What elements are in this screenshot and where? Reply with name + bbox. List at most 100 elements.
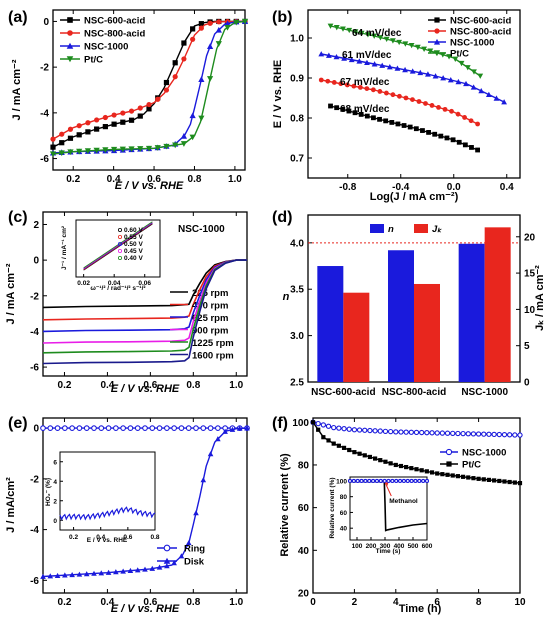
- a-series-marker: [67, 126, 74, 132]
- b-series-marker: [452, 56, 459, 62]
- f-x-tick-label: 6: [434, 597, 440, 608]
- a-series-marker: [146, 106, 152, 112]
- e-series-marker: [207, 451, 214, 457]
- b-series-marker: [414, 44, 421, 51]
- b-series-marker: [383, 118, 389, 124]
- e-legend-label: Ring: [184, 544, 205, 555]
- e-series-marker: [134, 567, 141, 573]
- b-series-marker: [416, 99, 422, 104]
- f-inset-marker: [371, 478, 376, 483]
- e-series-marker: [215, 425, 221, 431]
- b-x-tick-label: -0.8: [339, 182, 357, 193]
- f-series-marker: [351, 427, 358, 433]
- f-inset-marker: [390, 478, 395, 483]
- b-slope-annotation: 61 mV/dec: [342, 50, 392, 61]
- f-inset-tick-label: 600: [422, 543, 433, 550]
- f-inset-marker: [374, 478, 380, 483]
- f-series-marker: [445, 472, 450, 477]
- e-series-marker: [200, 477, 207, 483]
- e-series-marker: [62, 425, 68, 431]
- b-series-marker: [436, 105, 441, 110]
- f-series-marker: [475, 431, 482, 437]
- b-series-marker: [444, 135, 450, 141]
- b-x-tick-label: 0.0: [447, 182, 461, 193]
- e-y-label: J / mA/cm²: [5, 477, 17, 533]
- c-rpm-label: 400 rpm: [192, 301, 228, 312]
- b-series-marker: [493, 95, 500, 101]
- b-series-marker: [421, 46, 428, 52]
- a-legend-label: Pt/C: [84, 55, 103, 66]
- b-series-marker: [446, 54, 452, 60]
- d-legend-swatch-n: [370, 224, 384, 233]
- b-series-marker: [471, 69, 477, 75]
- c-x-label: E / V vs. RHE: [111, 383, 180, 395]
- b-series-marker: [427, 48, 434, 54]
- f-series-marker: [486, 431, 492, 437]
- c-panel-label: (c): [8, 209, 28, 226]
- d-bar-jk: [414, 283, 440, 382]
- f-inset-tick-label: 100: [352, 543, 363, 550]
- f-series-marker: [414, 467, 419, 472]
- f-series-marker: [388, 461, 393, 466]
- b-legend-label: NSC-800-acid: [450, 27, 511, 38]
- b-series-marker: [468, 118, 474, 124]
- b-series-marker: [462, 142, 468, 148]
- e-series-marker: [120, 568, 126, 574]
- b-x-label: Log(J / mA cm⁻²): [370, 191, 459, 203]
- e-series-marker: [200, 425, 207, 431]
- a-series-marker: [128, 146, 135, 153]
- d-y-tick-label: 3.0: [290, 331, 304, 342]
- f-series-marker: [341, 445, 347, 450]
- b-series-marker: [390, 38, 396, 44]
- b-series-marker: [389, 120, 395, 125]
- c-inset: 0.02 0.04 0.06 0.60 V0.55 V0.50 V0.45 V0.40…: [61, 219, 161, 292]
- f-series-marker: [398, 429, 404, 435]
- c-rpm-label: 900 rpm: [192, 326, 228, 337]
- f-inset-marker: [421, 478, 426, 483]
- f-inset-tick-label: 500: [408, 543, 419, 550]
- a-series-line: [52, 20, 246, 154]
- e-y-tick-label: -2: [30, 474, 39, 485]
- b-series-marker: [352, 110, 358, 116]
- f-series-marker: [439, 430, 446, 436]
- b-series-marker: [395, 121, 401, 127]
- a-legend-marker: [67, 17, 73, 23]
- c-x-tick-label: 0.6: [143, 380, 157, 391]
- b-series-marker: [463, 80, 469, 87]
- e-series-marker: [91, 570, 97, 576]
- e-inset-x-label: E / V vs. RHE: [87, 537, 128, 544]
- a-series-marker: [102, 124, 108, 130]
- b-series-marker: [318, 77, 324, 83]
- e-series-marker: [185, 425, 192, 431]
- f-inset-tick-label: 60: [340, 510, 348, 517]
- d-category-label: NSC-1000: [461, 387, 508, 398]
- f-series-marker: [408, 429, 414, 435]
- f-inset-arrow: [384, 482, 392, 497]
- a-series-marker: [154, 145, 161, 151]
- b-series-marker: [386, 64, 393, 70]
- e-series-marker: [244, 425, 250, 431]
- f-inset-marker: [363, 478, 368, 483]
- f-inset-marker: [417, 478, 422, 483]
- f-y-tick-label: 80: [298, 460, 310, 471]
- b-series-marker: [442, 106, 448, 112]
- b-series-marker: [357, 84, 363, 90]
- b-series-marker: [440, 75, 447, 81]
- f-inset-marker: [355, 478, 360, 483]
- a-series-marker: [181, 40, 187, 46]
- c-y-tick-label: 0: [33, 256, 39, 267]
- a-series-marker: [49, 151, 57, 158]
- f-series-marker: [413, 429, 420, 436]
- b-series-marker: [377, 116, 382, 122]
- f-inset-tick-label: 200: [366, 543, 377, 550]
- d-bar-n: [458, 243, 485, 382]
- b-series-marker: [356, 58, 363, 64]
- b-series-marker: [429, 103, 435, 108]
- e-series-marker: [142, 566, 148, 572]
- a-x-tick-label: 0.2: [66, 174, 80, 185]
- d-bar-n: [317, 266, 344, 382]
- f-series-marker: [444, 430, 451, 436]
- c-inset-legend-label: 0.55 V: [124, 234, 143, 241]
- f-series-marker: [362, 453, 367, 458]
